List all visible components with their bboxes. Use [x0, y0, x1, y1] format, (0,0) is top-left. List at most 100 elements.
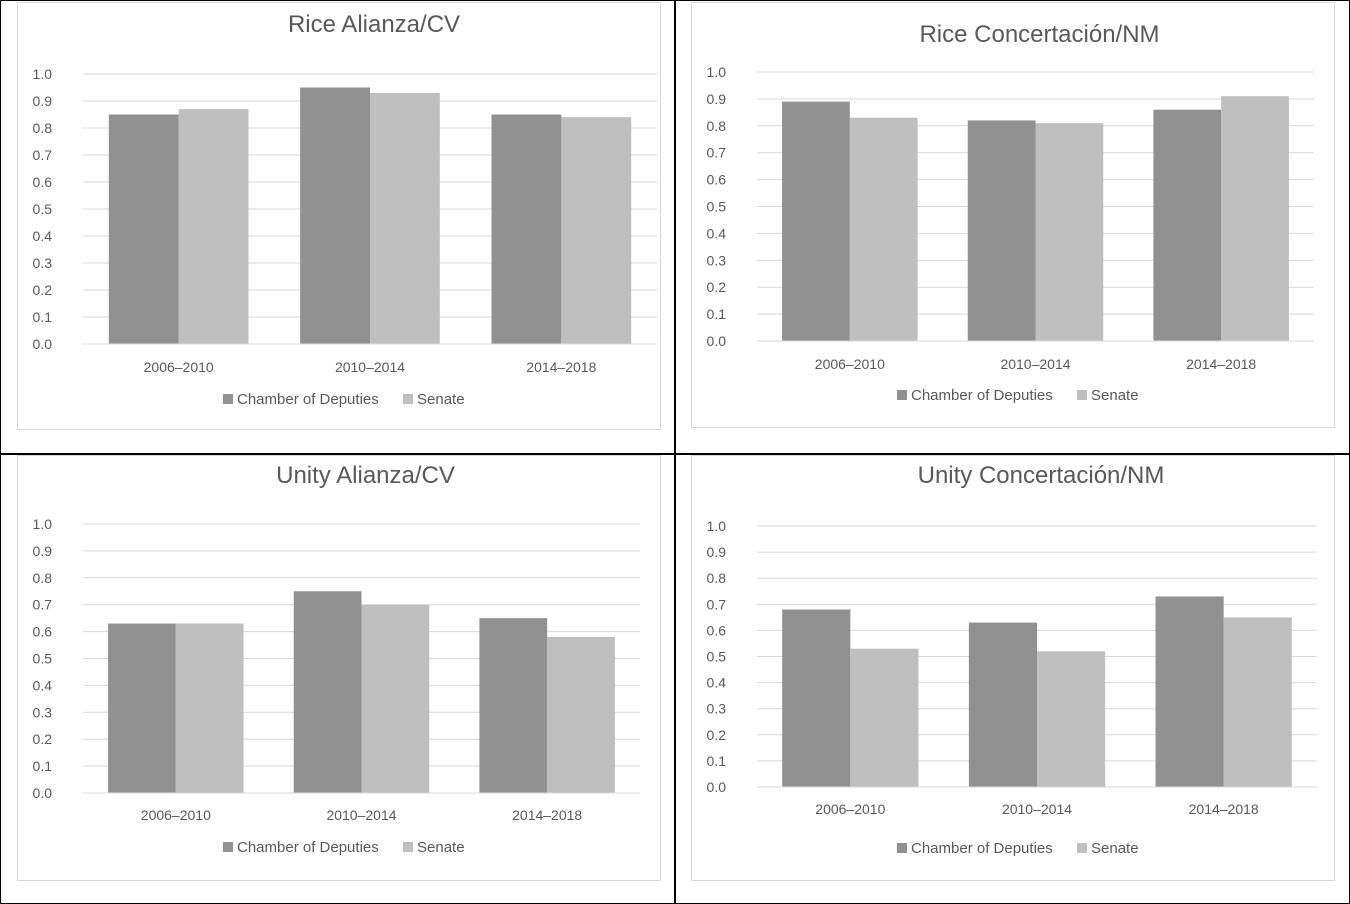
chamber-bar-2 — [300, 87, 370, 344]
chart-panel-unity-alianza: Unity Alianza/CV 0.0 0.1 0.2 0.3 0.4 0.5 0.6 0.7… — [17, 455, 661, 881]
y-tick-label: 0.7 — [707, 596, 727, 612]
x-tick-label: 2014–2018 — [526, 359, 596, 375]
y-tick-label: 0.8 — [33, 120, 53, 136]
x-tick-label: 2006–2010 — [144, 359, 214, 375]
y-tick-label: 1.0 — [33, 66, 53, 82]
y-tick-label: 0.7 — [33, 147, 53, 163]
y-tick-label: 0.4 — [707, 225, 727, 241]
senate-bar-2 — [1037, 651, 1106, 787]
x-tick-label: 2014–2018 — [1186, 356, 1256, 372]
y-tick-label: 0.0 — [707, 333, 727, 349]
chart-title: Rice Alianza/CV — [288, 11, 460, 38]
chart-svg: Unity Concertación/NM 0.0 0.1 0.2 0.3 0.4 0.5 0… — [691, 455, 1335, 881]
legend-swatch-senate — [403, 842, 413, 852]
y-tick-label: 0.2 — [33, 282, 53, 298]
chamber-bar-3 — [1155, 596, 1224, 787]
x-tick-label: 2010–2014 — [1002, 801, 1072, 817]
y-tick-label: 0.6 — [33, 624, 53, 640]
chart-title: Rice Concertación/NM — [919, 21, 1159, 48]
y-tick-label: 0.6 — [707, 172, 727, 188]
y-tick-label: 0.5 — [707, 199, 727, 215]
y-tick-label: 0.0 — [33, 336, 53, 352]
panel-divider-vertical — [674, 0, 676, 904]
senate-bar-1 — [175, 623, 244, 793]
y-tick-label: 0.7 — [33, 597, 53, 613]
x-tick-label: 2006–2010 — [815, 801, 885, 817]
senate-bar-1 — [850, 648, 919, 787]
y-tick-label: 0.3 — [33, 704, 53, 720]
y-tick-label: 0.7 — [707, 145, 727, 161]
y-tick-label: 0.3 — [707, 701, 727, 717]
legend-swatch-senate — [1077, 390, 1087, 400]
senate-bar-1 — [849, 117, 918, 341]
chamber-bar-1 — [108, 114, 179, 344]
y-tick-label: 1.0 — [707, 64, 727, 80]
y-tick-label: 0.9 — [707, 91, 727, 107]
y-tick-label: 0.5 — [33, 651, 53, 667]
x-tick-label: 2014–2018 — [512, 807, 582, 823]
legend-swatch-chamber — [223, 394, 233, 404]
legend-swatch-chamber — [897, 390, 907, 400]
y-tick-label: 0.8 — [33, 570, 53, 586]
legend-swatch-chamber — [897, 843, 907, 853]
legend-label-chamber: Chamber of Deputies — [911, 387, 1053, 404]
chamber-bar-3 — [479, 618, 548, 793]
y-tick-label: 0.4 — [707, 675, 727, 691]
y-tick-label: 0.0 — [707, 779, 727, 795]
y-tick-label: 0.5 — [707, 649, 727, 665]
legend-label-senate: Senate — [1091, 840, 1139, 857]
y-tick-label: 0.4 — [33, 677, 53, 693]
chamber-bar-3 — [491, 114, 562, 344]
senate-bar-3 — [1221, 96, 1289, 342]
y-tick-label: 1.0 — [707, 518, 727, 534]
y-tick-label: 0.1 — [707, 306, 727, 322]
legend-label-senate: Senate — [417, 391, 465, 408]
chamber-bar-2 — [968, 622, 1037, 787]
chamber-bar-2 — [967, 120, 1036, 341]
y-tick-label: 0.6 — [707, 622, 727, 638]
chart-svg: Rice Concertación/NM 0.0 0.1 0.2 0.3 0.4 0.5 0.… — [691, 2, 1335, 428]
senate-bar-3 — [561, 117, 632, 344]
legend-label-chamber: Chamber of Deputies — [237, 391, 379, 408]
y-tick-label: 0.1 — [33, 309, 53, 325]
legend-label-senate: Senate — [417, 839, 465, 856]
y-tick-label: 0.9 — [707, 544, 727, 560]
y-tick-label: 0.2 — [707, 727, 727, 743]
y-tick-label: 0.5 — [33, 201, 53, 217]
y-tick-label: 0.9 — [33, 543, 53, 559]
y-tick-label: 0.8 — [707, 118, 727, 134]
y-tick-label: 1.0 — [33, 516, 53, 532]
x-tick-label: 2006–2010 — [141, 807, 211, 823]
y-tick-label: 0.1 — [33, 758, 53, 774]
y-tick-label: 0.8 — [707, 570, 727, 586]
chart-svg: Rice Alianza/CV 0.0 0.1 0.2 0.3 0.4 0.5 0.6 0.7 0… — [17, 2, 661, 430]
senate-bar-2 — [370, 92, 440, 345]
senate-bar-1 — [178, 109, 249, 344]
y-tick-label: 0.9 — [33, 93, 53, 109]
y-tick-label: 0.4 — [33, 228, 53, 244]
legend-label-chamber: Chamber of Deputies — [911, 840, 1053, 857]
y-tick-label: 0.0 — [33, 785, 53, 801]
chamber-bar-1 — [782, 609, 851, 787]
y-tick-label: 0.3 — [707, 252, 727, 268]
chart-panel-rice-alianza: Rice Alianza/CV 0.0 0.1 0.2 0.3 0.4 0.5 0.6 0.7 0… — [17, 2, 661, 430]
senate-bar-3 — [1223, 617, 1292, 787]
x-tick-label: 2014–2018 — [1189, 801, 1259, 817]
y-tick-label: 0.2 — [707, 279, 727, 295]
x-tick-label: 2010–2014 — [1000, 356, 1070, 372]
y-tick-label: 0.2 — [33, 731, 53, 747]
legend-swatch-chamber — [223, 842, 233, 852]
x-tick-label: 2010–2014 — [335, 359, 405, 375]
senate-bar-2 — [361, 604, 430, 793]
senate-bar-3 — [547, 636, 615, 793]
senate-bar-2 — [1035, 123, 1104, 341]
chamber-bar-1 — [782, 101, 850, 341]
chart-panel-unity-concertacion: Unity Concertación/NM 0.0 0.1 0.2 0.3 0.4 0.5 0… — [691, 455, 1335, 881]
chamber-bar-3 — [1153, 109, 1222, 341]
legend-label-senate: Senate — [1091, 387, 1139, 404]
legend-swatch-senate — [403, 394, 413, 404]
panel-divider-horizontal — [0, 453, 1350, 455]
chart-svg: Unity Alianza/CV 0.0 0.1 0.2 0.3 0.4 0.5 0.6 0.7… — [17, 455, 661, 881]
